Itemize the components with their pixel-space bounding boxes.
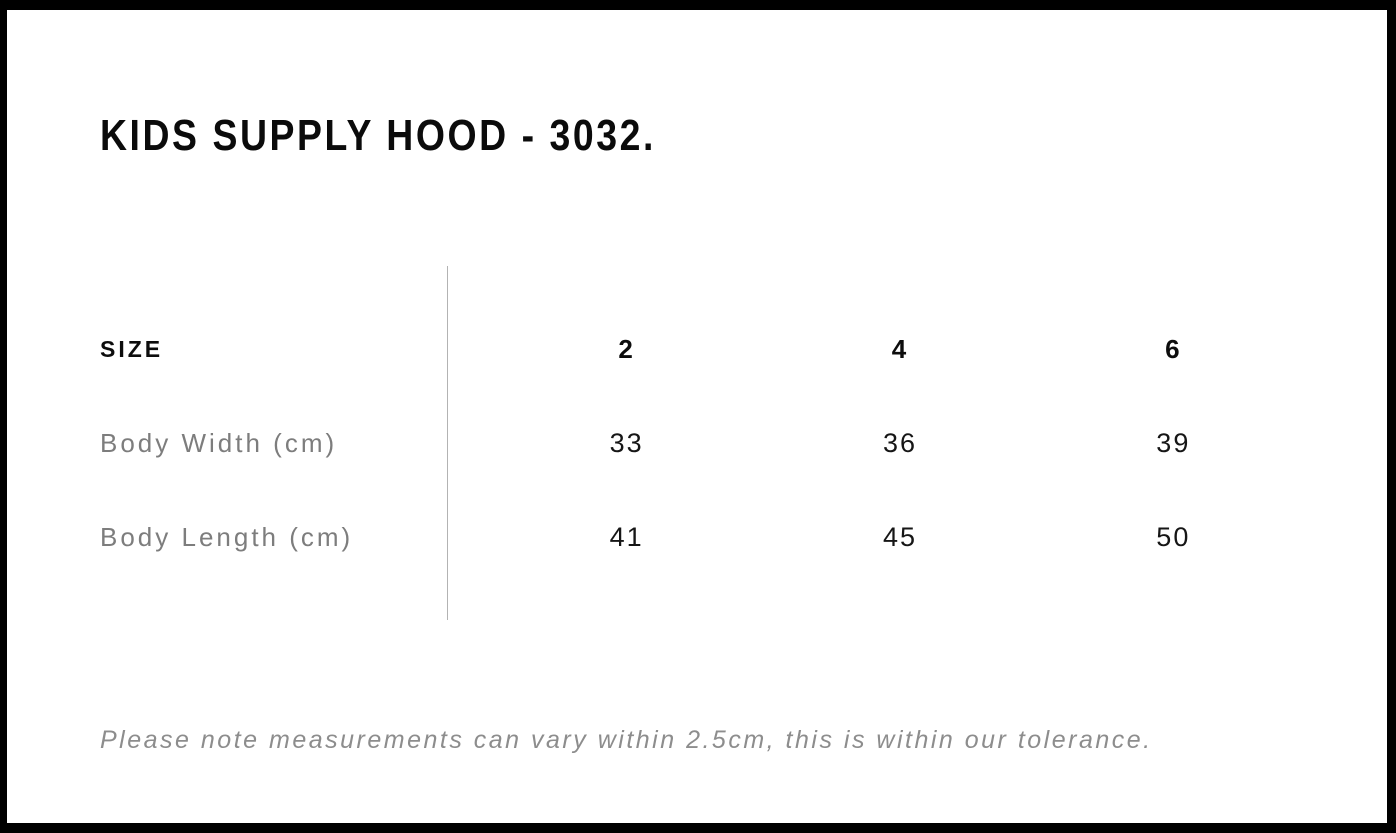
size-header-4: 4	[891, 333, 909, 364]
tolerance-note: Please note measurements can vary within…	[100, 726, 1153, 754]
body-width-size-2-value: 33	[609, 427, 644, 458]
body-width-size-4-value: 36	[882, 427, 918, 458]
row-label-body-length: Body Length (cm)	[100, 521, 354, 552]
table-row-body-length: Body Length (cm) 41 45 50	[100, 490, 1310, 584]
table-header-row: SIZE 2 4 6	[100, 302, 1310, 396]
page-title: KIDS SUPPLY HOOD - 3032.	[100, 111, 656, 160]
table-row-body-width: Body Width (cm) 33 36 39	[100, 396, 1310, 490]
size-header-2: 2	[618, 333, 635, 364]
row-label-body-width: Body Width (cm)	[100, 427, 338, 458]
size-chart-table: SIZE 2 4 6 Body Width (cm) 33 36 39 Body…	[100, 266, 1310, 620]
body-width-size-6-value: 39	[1156, 427, 1191, 458]
body-length-size-2-value: 41	[609, 521, 644, 552]
size-header-6: 6	[1165, 333, 1182, 364]
size-column-header: SIZE	[100, 335, 164, 362]
body-length-size-6-value: 50	[1156, 521, 1191, 552]
table-column-divider	[447, 266, 448, 620]
body-length-size-4-value: 45	[882, 521, 918, 552]
